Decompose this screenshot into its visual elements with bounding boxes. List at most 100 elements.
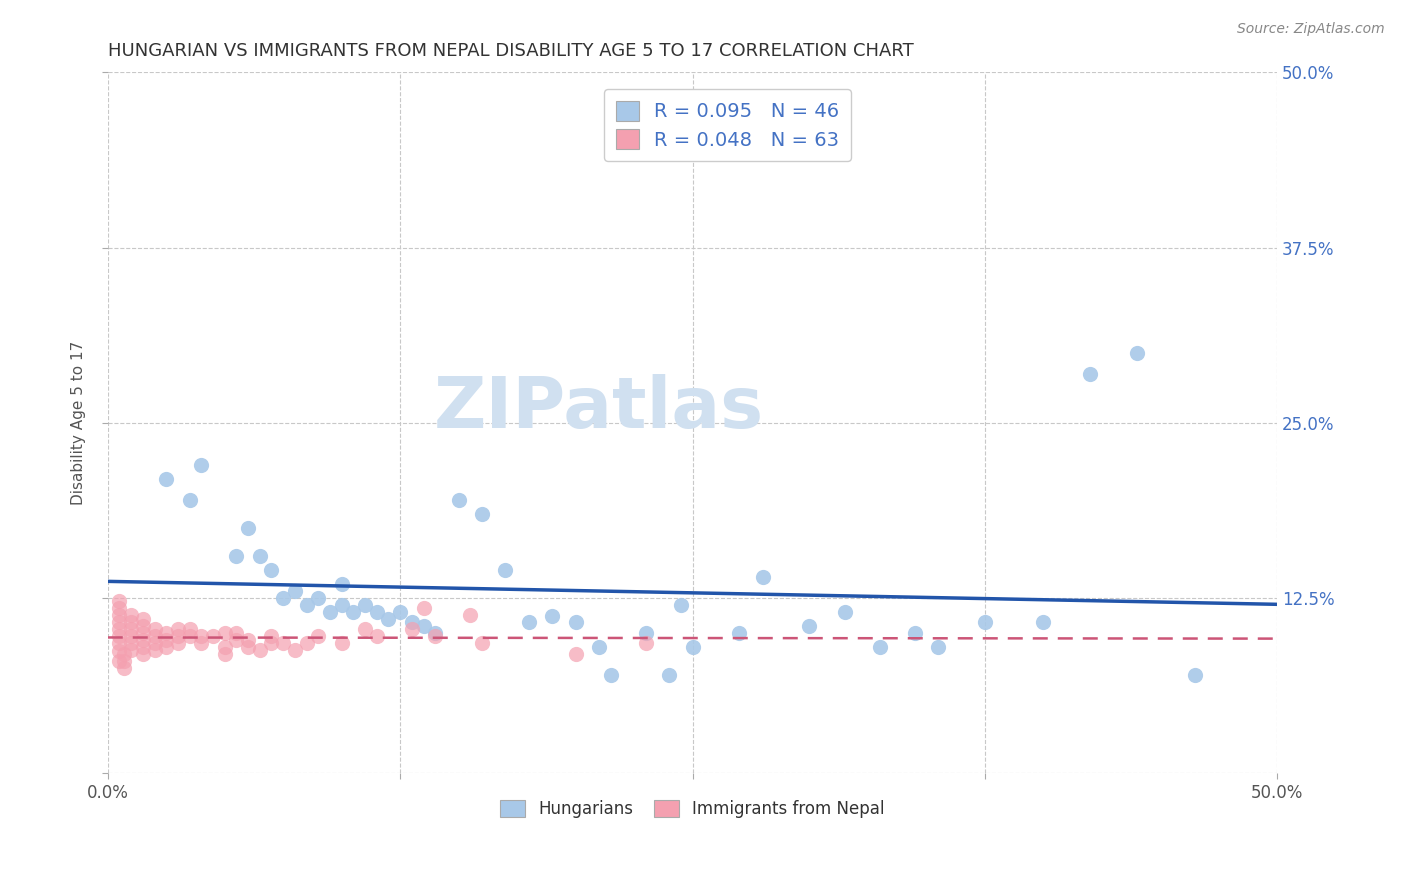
Point xyxy=(112,654,135,668)
Point xyxy=(108,644,131,658)
Point xyxy=(108,636,131,650)
Point xyxy=(260,636,283,650)
Point xyxy=(295,598,318,612)
Point xyxy=(202,629,225,643)
Point xyxy=(225,633,247,648)
Point xyxy=(120,615,142,629)
Point xyxy=(179,629,201,643)
Point xyxy=(973,615,995,629)
Point xyxy=(927,640,949,655)
Point xyxy=(658,668,681,682)
Point xyxy=(236,640,259,655)
Point xyxy=(167,636,190,650)
Point xyxy=(120,607,142,622)
Point xyxy=(190,629,212,643)
Point xyxy=(869,640,891,655)
Point xyxy=(412,601,434,615)
Point xyxy=(669,598,692,612)
Point xyxy=(132,633,155,648)
Point xyxy=(599,668,621,682)
Point xyxy=(260,629,283,643)
Point xyxy=(249,643,271,657)
Point xyxy=(167,622,190,636)
Point xyxy=(167,629,190,643)
Point xyxy=(155,472,177,486)
Point xyxy=(751,570,773,584)
Point xyxy=(517,615,540,629)
Point xyxy=(460,607,482,622)
Point xyxy=(143,643,166,657)
Point xyxy=(1032,615,1054,629)
Point xyxy=(1184,668,1206,682)
Point xyxy=(366,629,388,643)
Point xyxy=(377,612,399,626)
Point xyxy=(471,507,494,521)
Point xyxy=(132,612,155,626)
Point xyxy=(236,633,259,648)
Point xyxy=(271,636,294,650)
Point xyxy=(354,622,377,636)
Point xyxy=(330,636,353,650)
Point xyxy=(682,640,704,655)
Point xyxy=(132,647,155,661)
Point xyxy=(236,521,259,535)
Point xyxy=(225,626,247,640)
Point xyxy=(120,643,142,657)
Point xyxy=(330,598,353,612)
Point xyxy=(214,626,236,640)
Point xyxy=(1126,346,1149,360)
Point xyxy=(214,647,236,661)
Point xyxy=(108,629,131,643)
Point xyxy=(132,640,155,655)
Point xyxy=(319,605,342,619)
Point xyxy=(284,584,307,599)
Point xyxy=(904,626,927,640)
Point xyxy=(494,563,516,577)
Point xyxy=(425,629,447,643)
Point xyxy=(214,640,236,655)
Point xyxy=(588,640,610,655)
Point xyxy=(330,577,353,591)
Point xyxy=(564,615,586,629)
Point xyxy=(728,626,751,640)
Point xyxy=(143,622,166,636)
Point xyxy=(271,591,294,606)
Point xyxy=(634,626,657,640)
Point xyxy=(401,622,423,636)
Point xyxy=(155,626,177,640)
Point xyxy=(225,549,247,563)
Point xyxy=(447,493,470,508)
Point xyxy=(541,609,564,624)
Point xyxy=(389,605,412,619)
Point xyxy=(108,622,131,636)
Point xyxy=(132,619,155,633)
Point xyxy=(249,549,271,563)
Point xyxy=(120,629,142,643)
Point xyxy=(354,598,377,612)
Point xyxy=(155,633,177,648)
Point xyxy=(190,636,212,650)
Point xyxy=(120,636,142,650)
Point xyxy=(260,563,283,577)
Legend: Hungarians, Immigrants from Nepal: Hungarians, Immigrants from Nepal xyxy=(494,793,891,825)
Point xyxy=(108,601,131,615)
Point xyxy=(295,636,318,650)
Point xyxy=(471,636,494,650)
Point xyxy=(307,591,329,606)
Y-axis label: Disability Age 5 to 17: Disability Age 5 to 17 xyxy=(72,341,86,505)
Point xyxy=(108,654,131,668)
Point xyxy=(143,636,166,650)
Point xyxy=(425,626,447,640)
Point xyxy=(179,622,201,636)
Point xyxy=(564,647,586,661)
Point xyxy=(112,661,135,675)
Point xyxy=(179,493,201,508)
Point xyxy=(108,594,131,608)
Point xyxy=(342,605,364,619)
Point xyxy=(1078,367,1101,381)
Text: ZIPatlas: ZIPatlas xyxy=(434,375,763,443)
Point xyxy=(401,615,423,629)
Point xyxy=(190,458,212,472)
Point xyxy=(120,622,142,636)
Point xyxy=(634,636,657,650)
